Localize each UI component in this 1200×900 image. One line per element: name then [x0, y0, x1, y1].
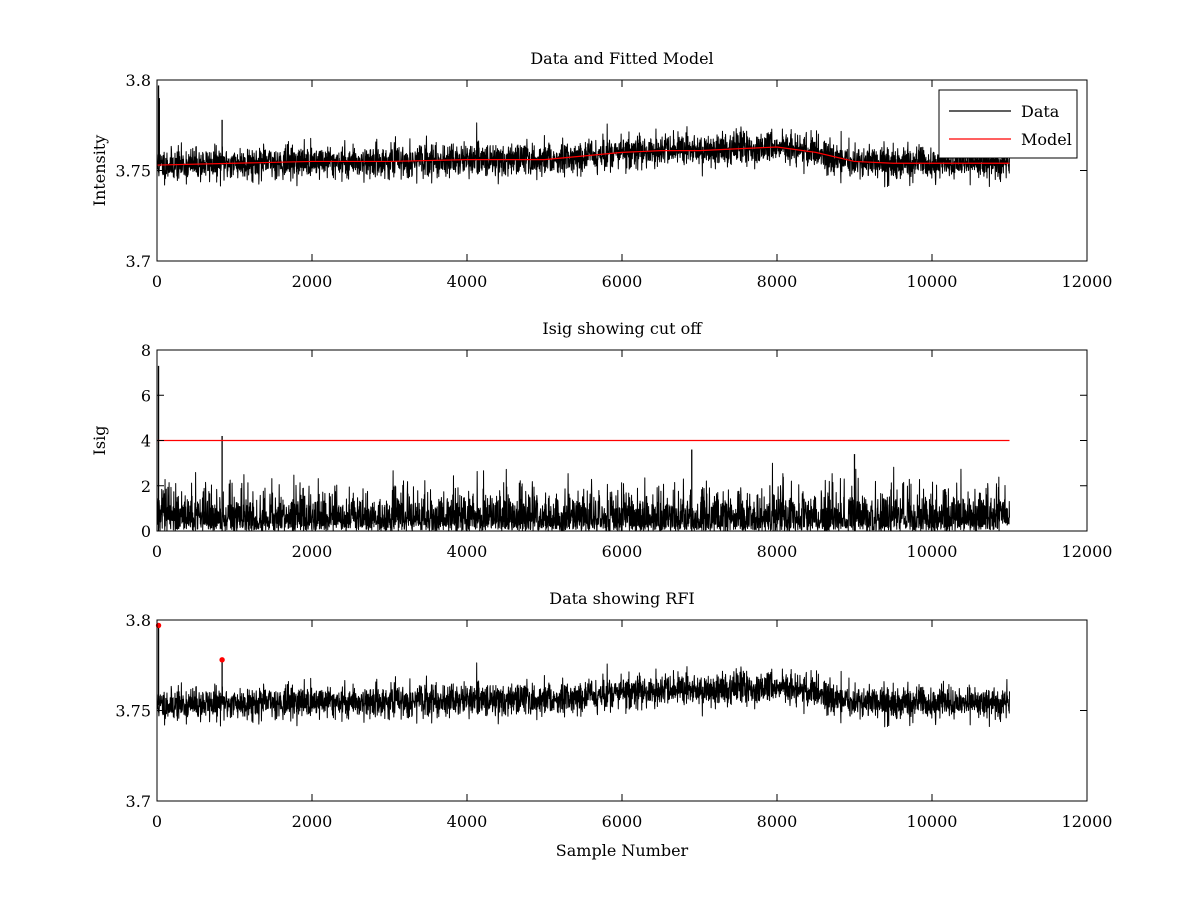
x-tick-label: 10000 [907, 272, 958, 291]
y-tick-label: 4 [141, 432, 151, 451]
charts: 0 2000 4000 6000 8000 10000 120003.73.753.8Dat… [90, 49, 1112, 860]
x-tick-label: 2000 [292, 272, 333, 291]
x-tick-label: 4000 [447, 542, 488, 561]
x-axis-label: Sample Number [556, 841, 689, 860]
x-tick-label: 4000 [447, 272, 488, 291]
chart-title: Data and Fitted Model [530, 49, 713, 68]
x-tick-label: 2000 [292, 812, 333, 831]
chart-2: 0 2000 4000 6000 8000 10000 12000 0 2 4 6 8 Isig sho… [90, 319, 1112, 561]
x-tick-label: 10000 [907, 542, 958, 561]
series-data [156, 122, 1010, 188]
x-tick-label: 8000 [757, 272, 798, 291]
x-tick-label: 12000 [1062, 812, 1113, 831]
y-tick-label: 3.7 [126, 792, 151, 811]
chart-3: 0 2000 4000 6000 8000 10000 12000 3.7 3.75 3.8 Dat… [115, 589, 1112, 860]
legend: Data Model [938, 89, 1078, 159]
legend-box [938, 89, 1078, 159]
series-data [156, 662, 1010, 728]
y-tick-label: 3.75 [115, 162, 151, 181]
y-tick-label: 3.7 [126, 252, 151, 271]
legend-label-data: Data [1021, 102, 1060, 121]
y-tick-label: 0 [141, 522, 151, 541]
x-tick-label: 6000 [602, 542, 643, 561]
x-tick-label: 2000 [292, 542, 333, 561]
x-tick-label: 4000 [447, 812, 488, 831]
x-tick-label: 12000 [1062, 542, 1113, 561]
y-tick-label: 3.8 [126, 611, 151, 630]
y-tick-label: 3.8 [126, 71, 151, 90]
series-model [156, 146, 1010, 166]
x-tick-label: 8000 [757, 812, 798, 831]
x-tick-label: 10000 [907, 812, 958, 831]
x-tick-label: 6000 [602, 812, 643, 831]
y-tick-label: 6 [141, 386, 151, 405]
x-tick-label: 6000 [602, 272, 643, 291]
chart-title: Data showing RFI [549, 589, 694, 608]
chart-1: 0 2000 4000 6000 8000 10000 12000 3.7 3.75 3.8 Dat… [90, 49, 1112, 291]
x-tick-label: 12000 [1062, 272, 1113, 291]
legend-label-model: Model [1021, 130, 1072, 149]
x-tick-label: 0 [152, 272, 162, 291]
y-tick-label: 3.75 [115, 702, 151, 721]
y-axis-label: Intensity [90, 135, 109, 207]
chart-title: Isig showing cut off [542, 319, 703, 338]
x-tick-label: 0 [152, 542, 162, 561]
y-axis-label: Isig [90, 426, 109, 456]
series-rfi-point-2 [219, 657, 225, 663]
x-tick-label: 0 [152, 812, 162, 831]
y-tick-label: 2 [141, 477, 151, 496]
x-tick-label: 8000 [757, 542, 798, 561]
series-isig [156, 462, 1010, 532]
y-tick-label: 8 [141, 341, 151, 360]
